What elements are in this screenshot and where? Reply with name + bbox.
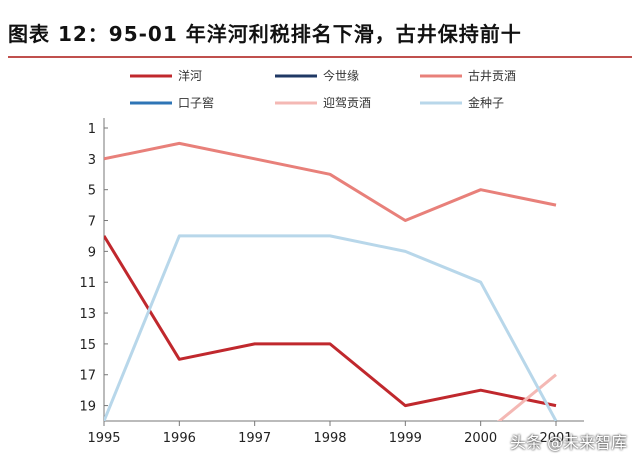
legend-label: 洋河 — [178, 68, 202, 83]
series-line — [104, 234, 558, 421]
y-tick-label: 17 — [79, 369, 96, 384]
y-tick-label: 3 — [88, 153, 96, 168]
y-tick-label: 19 — [79, 400, 96, 415]
legend-label: 金种子 — [468, 95, 504, 110]
y-tick-label: 7 — [88, 215, 96, 230]
y-tick-label: 9 — [88, 245, 96, 260]
watermark: 头条 @未来智库 — [510, 433, 628, 452]
y-tick-label: 1 — [88, 122, 96, 137]
x-tick-label: 1995 — [87, 431, 120, 446]
x-tick-label: 2000 — [464, 431, 497, 446]
x-tick-label: 1999 — [389, 431, 422, 446]
x-tick-label: 1997 — [238, 431, 271, 446]
page-title: 图表 12：95-01 年洋河利税排名下滑，古井保持前十 — [8, 22, 522, 46]
x-tick-label: 1998 — [313, 431, 346, 446]
y-tick-label: 13 — [79, 307, 96, 322]
y-tick-label: 5 — [88, 184, 96, 199]
x-tick-label: 2001 — [539, 431, 572, 446]
y-tick-label: 15 — [79, 338, 96, 353]
series-line — [497, 373, 557, 421]
y-tick-label: 11 — [79, 276, 96, 291]
series-layer — [104, 141, 558, 421]
series-line — [104, 141, 557, 222]
legend-label: 口子窖 — [178, 95, 214, 110]
series-line — [104, 235, 557, 408]
legend-label: 今世缘 — [323, 68, 359, 83]
legend-label: 迎驾贡酒 — [323, 96, 371, 110]
x-tick-label: 1996 — [163, 431, 196, 446]
title-divider — [8, 56, 632, 58]
x-axis: 1995 1996 1997 1998 1999 2000 2001 — [87, 420, 584, 446]
legend-label: 古井贡酒 — [468, 68, 516, 83]
